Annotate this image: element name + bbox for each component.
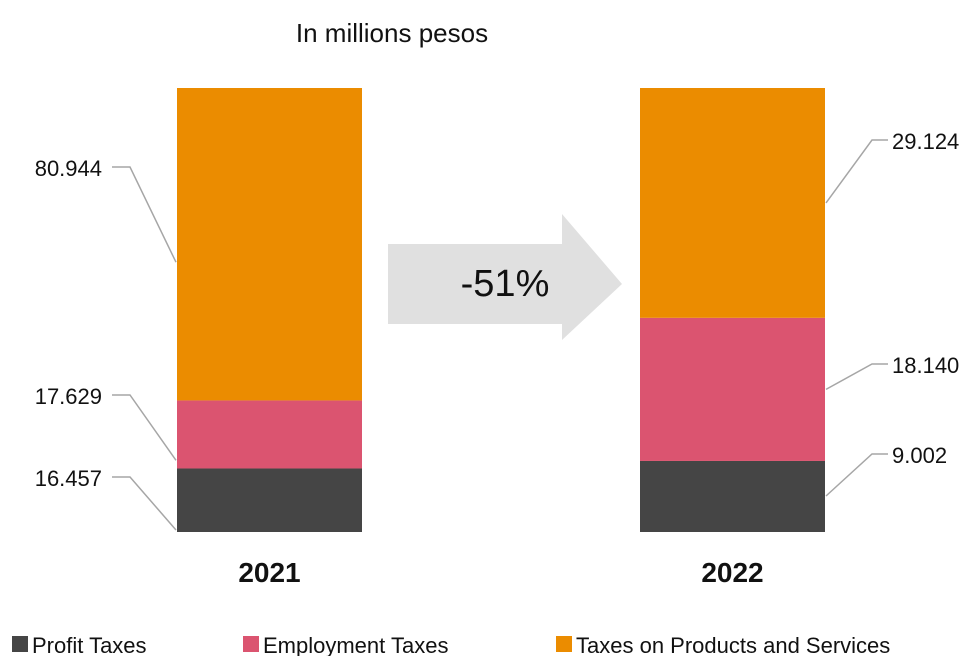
legend-item: Profit Taxes bbox=[12, 633, 147, 656]
leader-line bbox=[825, 139, 888, 204]
change-label: -51% bbox=[461, 263, 550, 305]
data-label: 9.002 bbox=[892, 443, 947, 468]
bar-segment-employment-taxes-2021 bbox=[177, 400, 362, 469]
leader-line bbox=[112, 394, 177, 461]
legend-swatch bbox=[12, 636, 28, 652]
data-label: 29.124 bbox=[892, 129, 959, 154]
chart-title: In millions pesos bbox=[296, 18, 488, 48]
x-tick-label: 2021 bbox=[238, 557, 300, 588]
legend-label: Taxes on Products and Services bbox=[576, 633, 890, 656]
data-label: 17.629 bbox=[35, 384, 102, 409]
legend-item: Employment Taxes bbox=[243, 633, 448, 656]
leader-line bbox=[112, 166, 177, 263]
legend-swatch bbox=[243, 636, 259, 652]
leader-line bbox=[825, 453, 888, 497]
data-label: 16.457 bbox=[35, 466, 102, 491]
legend-swatch bbox=[556, 636, 572, 652]
legend-label: Employment Taxes bbox=[263, 633, 448, 656]
legend-label: Profit Taxes bbox=[32, 633, 147, 656]
bar-segment-employment-taxes-2022 bbox=[640, 317, 825, 461]
bar-segment-taxes-on-products-and-services-2021 bbox=[177, 88, 362, 401]
legend-item: Taxes on Products and Services bbox=[556, 633, 890, 656]
change-annotation: -51% bbox=[388, 214, 622, 340]
x-tick-label: 2022 bbox=[701, 557, 763, 588]
bar-segment-taxes-on-products-and-services-2022 bbox=[640, 88, 825, 318]
bar-segment-profit-taxes-2022 bbox=[640, 460, 825, 532]
leader-line bbox=[112, 476, 177, 531]
right-arrow-shape bbox=[388, 214, 622, 340]
data-label: 80.944 bbox=[35, 156, 102, 181]
data-label: 18.140 bbox=[892, 353, 959, 378]
bar-segment-profit-taxes-2021 bbox=[177, 468, 362, 532]
leader-line bbox=[825, 363, 888, 391]
